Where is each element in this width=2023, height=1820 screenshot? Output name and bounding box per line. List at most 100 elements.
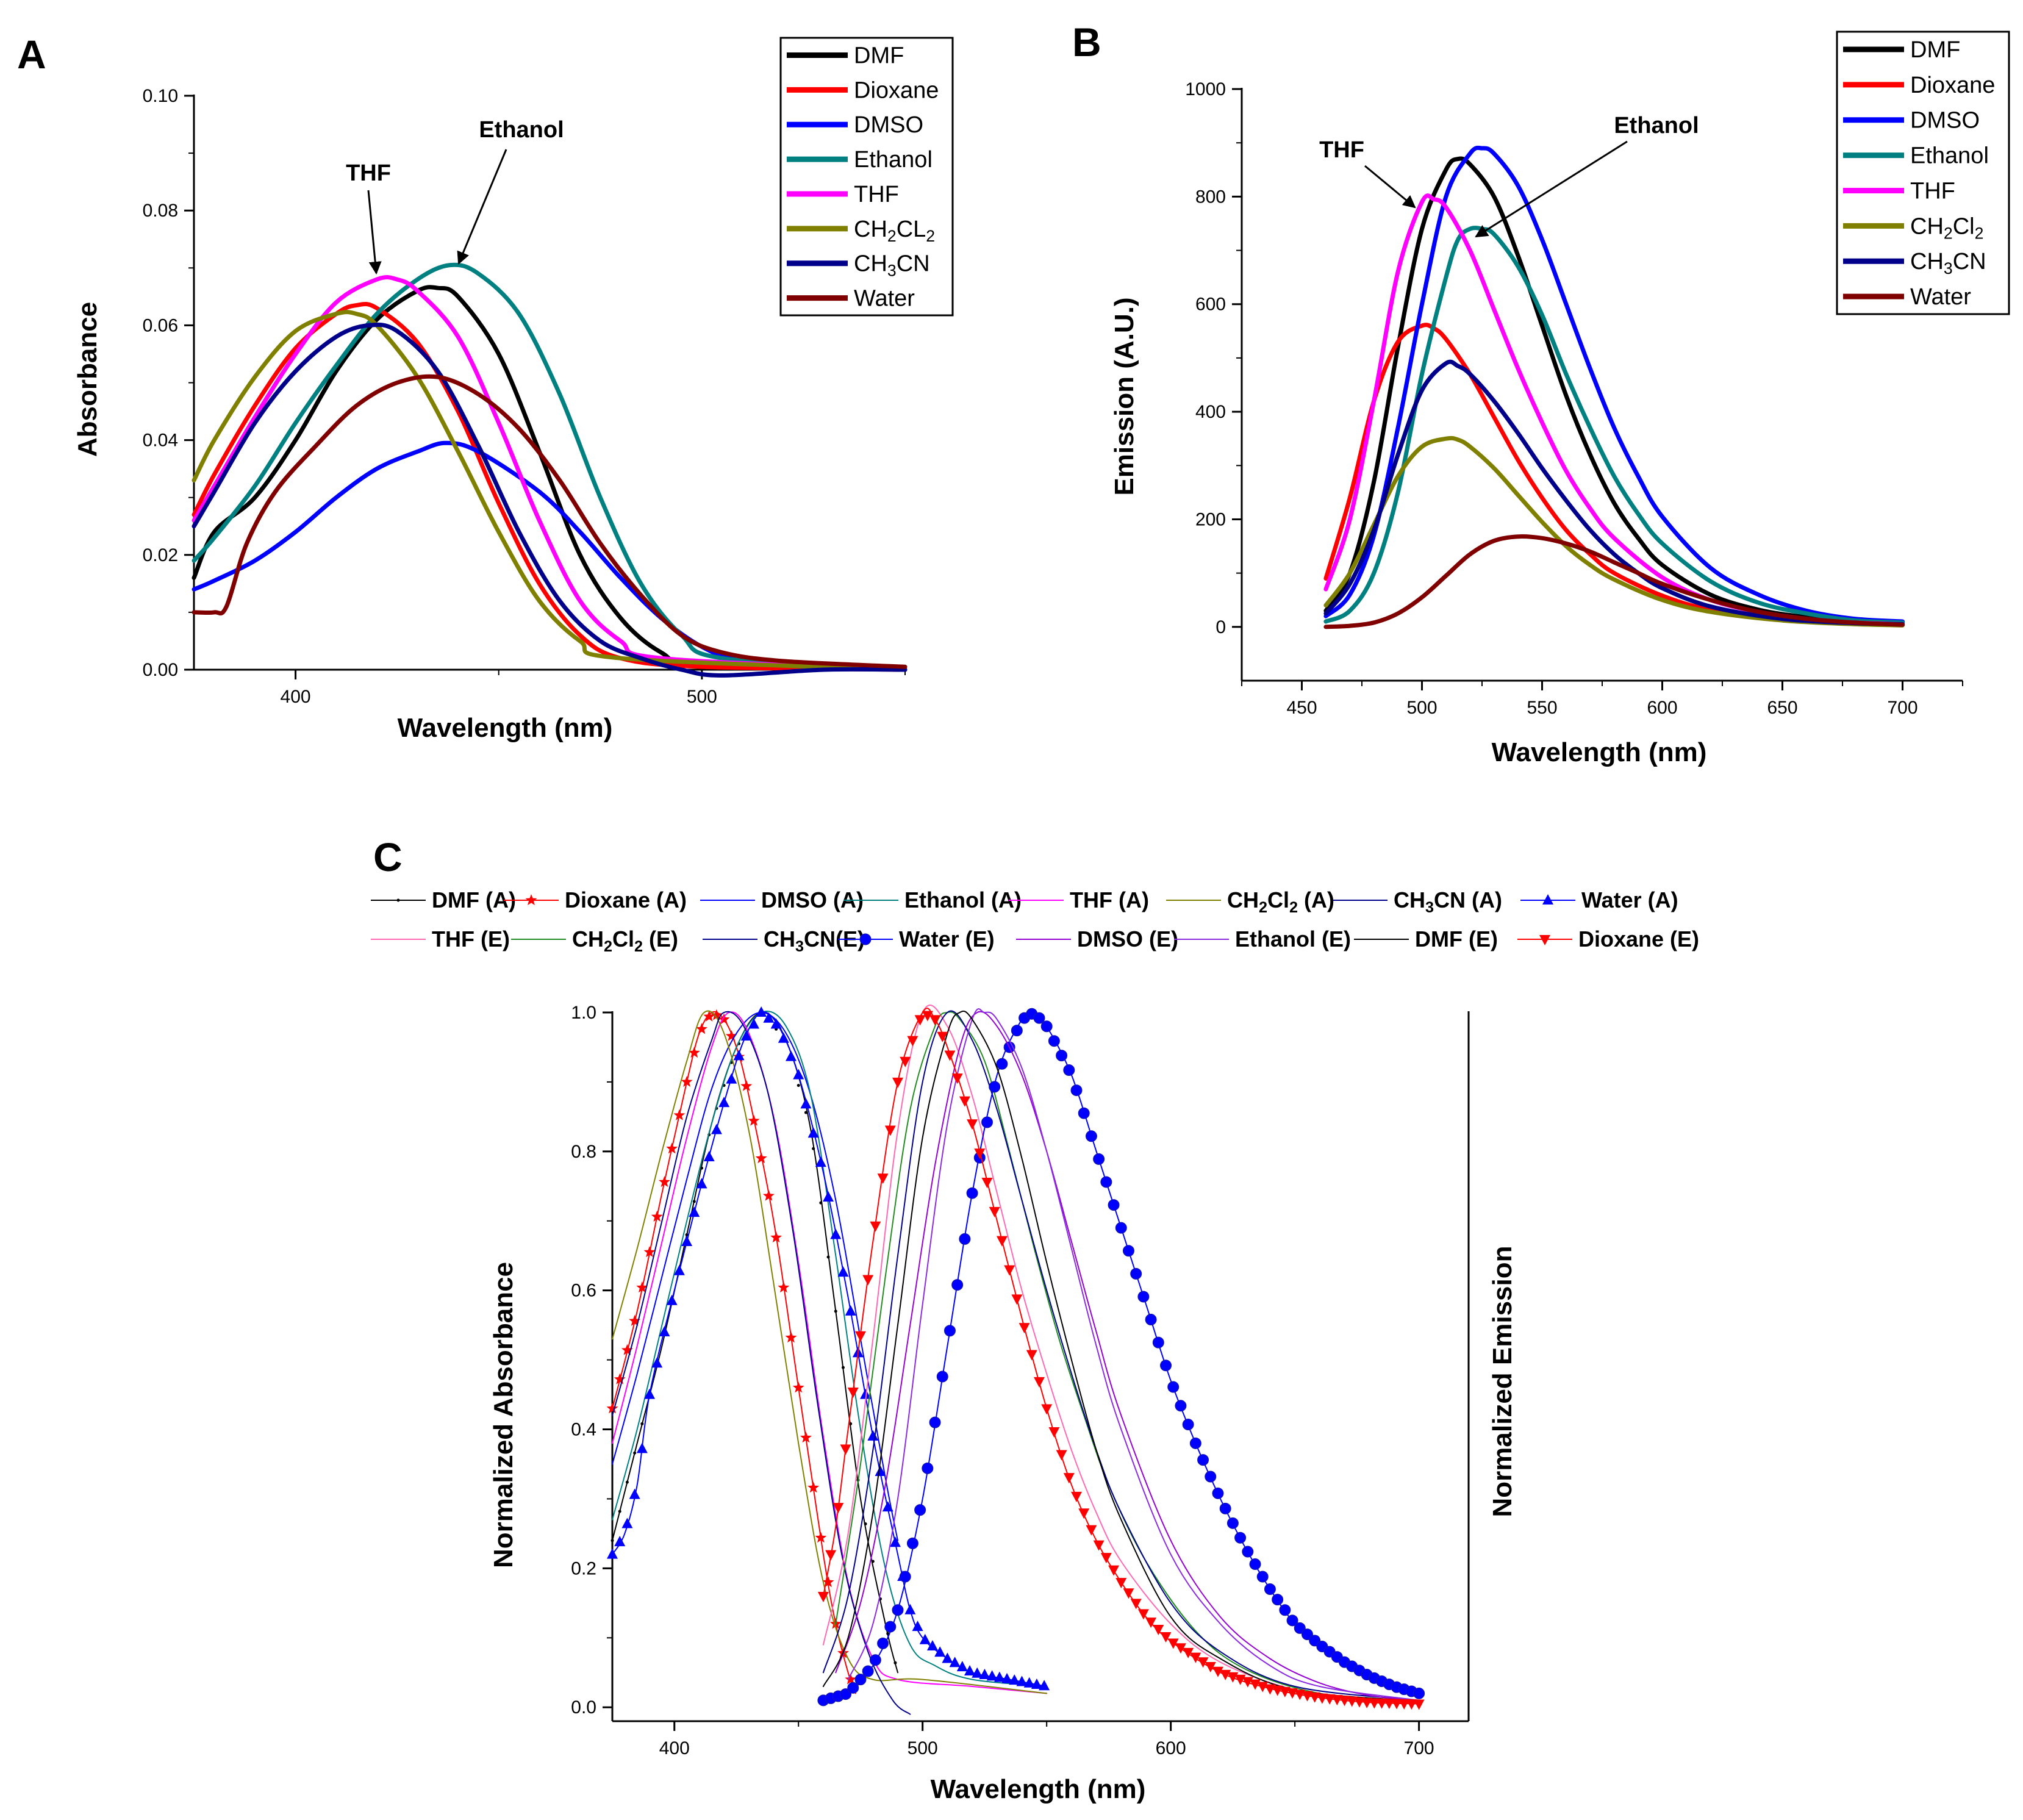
panel-c-marker-dmf-a [700,1166,704,1170]
panel-c-legend-label: THF (A) [1070,887,1149,912]
panel-c-marker-water-e [1197,1454,1209,1466]
panel-b-series [1323,145,1905,629]
panel-a-legend: DMF Dioxane DMSO Ethanol THF CH2CL2 CH3CN Water [779,37,954,317]
panel-c-marker-dmf-a [819,1201,823,1205]
panel-c-marker-dioxane-e [967,1119,978,1130]
panel-c-marker-dioxane-e [1324,1694,1336,1705]
panel-c-marker-dioxane-a [606,1402,618,1414]
panel-b-legend-label: DMF [1910,37,1960,63]
panel-a-legend-label: Dioxane [854,77,939,103]
panel-c-marker-dmf-a [893,1661,897,1664]
panel-c-x-axis-title: Wavelength (nm) [931,1774,1146,1804]
panel-c-marker-dioxane-a [681,1075,693,1087]
panel-c-marker-water-a [733,1050,745,1061]
panel-c-marker-water-e [862,1665,874,1677]
panel-c-marker-water-e [1301,1628,1313,1641]
panel-c-legend-label: DMSO (E) [1077,926,1178,951]
panel-c-marker-water-a [934,1646,946,1657]
panel-c-marker-water-e [1189,1437,1201,1449]
panel-c-marker-dioxane-e [1100,1553,1112,1564]
panel-c-markers-water-e [817,1008,1425,1707]
panel-c-marker-dioxane-e [1011,1294,1023,1305]
panel-c-marker-dioxane-a [621,1344,633,1355]
panel-b-x-tick-label: 700 [1887,698,1917,718]
panel-c-marker-water-a [1039,1680,1050,1691]
panel-c-marker-dioxane-e [840,1444,851,1455]
panel-c-series [606,1005,1425,1715]
panel-c-marker-water-e [981,1116,994,1128]
panel-c-marker-water-a [837,1266,849,1277]
panel-c-marker-water-a [621,1517,633,1528]
panel-c-x-tick-label: 400 [659,1738,690,1758]
panel-b-legend-label: Dioxane [1910,73,1995,98]
panel-c-marker-dioxane-a [815,1532,827,1543]
panel-c-series-water-e [822,1011,1420,1701]
panel-c-marker-water-a [800,1098,812,1109]
panel-c-marker-water-a [786,1050,797,1061]
panel-c-marker-dioxane-e [870,1221,881,1232]
panel-c-marker-water-e [929,1416,941,1428]
panel-c-series-ethanol-a [612,1010,1048,1687]
panel-c-marker-dioxane-a [725,1030,737,1041]
panel-c-marker-dioxane-a [785,1331,797,1343]
panel-c-marker-water-e [1286,1614,1298,1627]
panel-a-x-tick-label: 400 [281,687,311,707]
panel-b-series-dmso [1323,145,1905,624]
panel-c-marker-water-e [884,1621,897,1633]
panel-c-marker-dmf-a [685,1233,689,1237]
panel-c-marker-dmf-a [625,1480,629,1484]
panel-c-marker-dmf-a [871,1560,875,1563]
panel-b-x-tick-label: 450 [1286,698,1317,718]
panel-c-marker-water-a [793,1069,804,1080]
panel-b-x-tick-label: 500 [1406,698,1437,718]
panel-a-annotation-arrow [367,190,382,275]
panel-c-marker-dioxane-e [922,1011,933,1022]
panel-b-x-axis-title: Wavelength (nm) [1492,737,1707,767]
panel-c-marker-dioxane-e [1033,1377,1045,1388]
panel-c-marker-dmf-a [610,1539,614,1542]
panel-c-marker-water-e [914,1504,926,1516]
panel-c-marker-water-a [867,1430,879,1441]
panel-c-legend-label: CH3CN (A) [1394,887,1502,916]
panel-a-legend-box [779,37,954,317]
panel-c-marker-dioxane-e [1115,1578,1127,1589]
panel-c-marker-dioxane-a [748,1114,760,1126]
panel-c-marker-dioxane-e [1175,1643,1186,1654]
panel-b-series-ch3cn [1323,359,1905,626]
panel-c-marker-water-e [1100,1176,1112,1188]
panel-c-legend-marker [396,898,400,902]
panel-c-marker-dioxane-a [636,1281,648,1293]
panel-a-label: A [17,32,46,77]
panel-c-marker-dioxane-e [996,1236,1008,1247]
panel-c-series-ch3cn-a [612,1011,911,1715]
panel-c-marker-dioxane-e [1153,1625,1164,1636]
panel-c-marker-water-e [951,1279,964,1291]
panel-c-marker-dioxane-a [651,1210,663,1222]
panel-c-legend-marker [525,894,537,906]
panel-c-marker-water-e [1070,1084,1083,1097]
panel-c-marker-dioxane-e [877,1173,889,1184]
panel-c-marker-water-a [807,1127,819,1138]
panel-c-legend-label: Water (A) [1581,887,1678,912]
panel-c-legend-label: Ethanol (E) [1235,926,1351,951]
panel-c-marker-dioxane-e [1041,1404,1053,1415]
panel-c-marker-dioxane-e [1108,1565,1120,1576]
panel-c-marker-dioxane-e [892,1077,903,1088]
panel-c-marker-water-e [1085,1130,1097,1142]
panel-c-marker-water-e [1048,1035,1060,1047]
panel-c-marker-water-e [1011,1025,1023,1037]
panel-c-marker-dioxane-e [1137,1609,1149,1620]
panel-c-marker-dioxane-e [944,1050,956,1061]
panel-c-marker-dioxane-e [907,1036,918,1047]
panel-c-marker-dioxane-e [981,1177,993,1188]
panel-c-marker-water-a [882,1501,893,1512]
panel-c-marker-dioxane-a [643,1246,656,1258]
panel-c-marker-dioxane-e [1361,1697,1373,1708]
panel-c-marker-water-e [847,1682,859,1694]
panel-c-marker-dioxane-a [666,1142,678,1154]
panel-c-marker-dioxane-a [770,1231,782,1243]
panel-c-y-tick-label: 0.0 [571,1697,596,1718]
panel-c-y-tick-label: 0.8 [571,1142,596,1162]
panel-c-marker-dioxane-a [755,1152,767,1164]
panel-c-marker-dioxane-a [778,1281,790,1293]
